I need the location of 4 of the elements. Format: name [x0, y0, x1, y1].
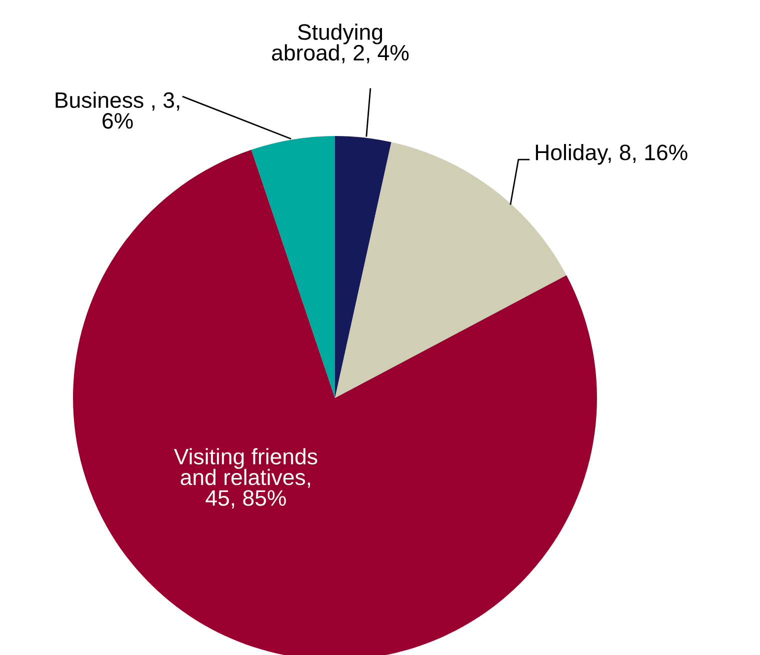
slice-label: Visiting friends and relatives, 45, 85%: [174, 448, 318, 509]
slice-label: Studying abroad, 2, 4%: [272, 24, 409, 64]
slice-label: Business , 3, 6%: [56, 92, 180, 129]
slice-label: Holiday, 8, 16%: [536, 144, 688, 165]
